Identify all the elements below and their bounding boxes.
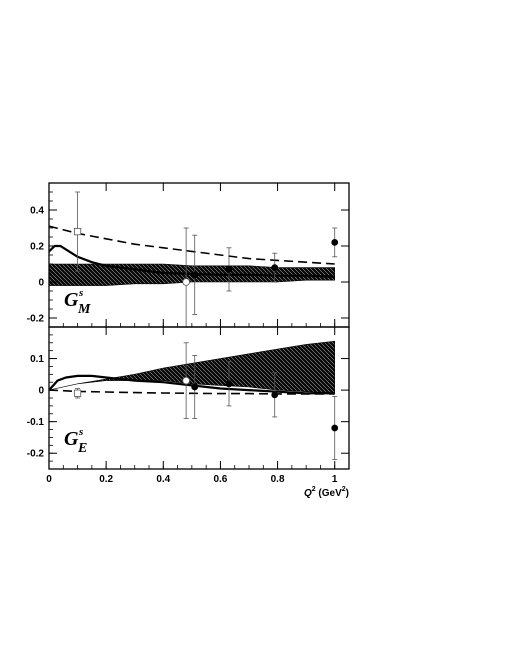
x-tick-label: 1	[332, 474, 338, 485]
dashed-curve	[49, 225, 335, 265]
data-point-open-circle	[182, 376, 190, 385]
panel-label-sub: E	[77, 441, 87, 456]
y-tick-label: 0.4	[30, 206, 44, 217]
y-tick-label: 0.1	[30, 354, 44, 365]
plot-area	[49, 340, 339, 460]
plot-area	[49, 191, 339, 327]
data-point-filled	[225, 266, 233, 273]
dashed-curve	[49, 389, 335, 395]
gse-panel: -0.2 -0.1 0 0.1 0 0.2 0.4 0.6 0.8 1Q2 (GeV2) G sE	[27, 326, 350, 499]
y-tick-label: -0.2	[27, 314, 45, 325]
panel-label-sup: s	[78, 287, 83, 299]
data-point-filled	[331, 424, 339, 432]
y-tick-label: 0	[38, 278, 44, 289]
y-tick-label: 0.2	[30, 242, 44, 253]
data-point-filled	[191, 271, 199, 279]
panel-label-sub: M	[77, 302, 91, 317]
data-point-open-square	[73, 389, 82, 397]
panel-label-sup: s	[78, 426, 83, 438]
x-tick-label: 0.4	[156, 474, 170, 485]
data-point-filled	[225, 380, 233, 388]
panel-label: G	[64, 289, 79, 311]
x-tick-label: 0.8	[271, 474, 285, 485]
data-point-filled	[331, 239, 339, 246]
gsm-panel: -0.2 0 0.2 0.4 G sM	[27, 182, 350, 328]
y-tick-label: -0.2	[27, 449, 45, 460]
data-point-filled	[271, 391, 279, 399]
x-tick-label: 0.2	[99, 474, 113, 485]
data-point-filled	[191, 383, 199, 391]
x-axis-label: Q2 (GeV2)	[304, 486, 349, 499]
panel-label: G	[64, 428, 79, 450]
y-tick-label: -0.1	[27, 417, 45, 428]
solid-curve	[49, 244, 335, 278]
solid-curve	[49, 374, 335, 395]
data-point-open-square	[73, 227, 82, 236]
x-tick-label: 0	[46, 474, 52, 485]
x-tick-label: 0.6	[213, 474, 227, 485]
y-tick-label: 0	[38, 386, 44, 397]
data-point-filled	[271, 264, 279, 271]
data-point-open-circle	[182, 278, 190, 286]
plot-frame	[48, 182, 350, 328]
